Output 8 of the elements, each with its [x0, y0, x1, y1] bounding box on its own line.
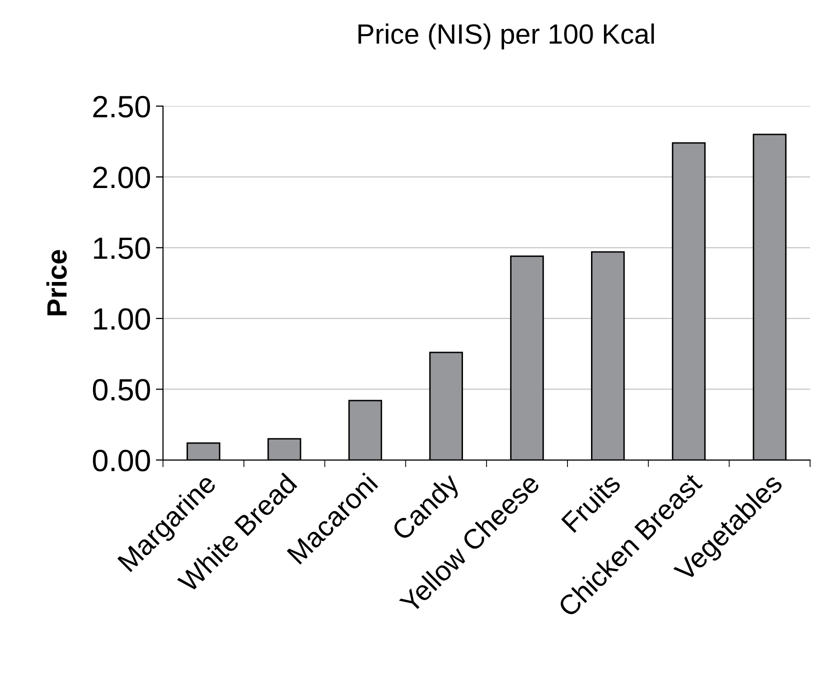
chart-title: Price (NIS) per 100 Kcal: [358, 24, 654, 50]
y-tick-label: 1.50: [94, 237, 150, 260]
y-tick-label: 1.00: [94, 308, 150, 330]
y-axis-title: Price: [46, 250, 67, 316]
y-tick-label: 2.00: [93, 166, 150, 188]
y-tick-label: 0.00: [92, 450, 150, 472]
y-tick-label: 2.50: [93, 96, 150, 118]
y-tick-label: 0.50: [92, 378, 150, 401]
